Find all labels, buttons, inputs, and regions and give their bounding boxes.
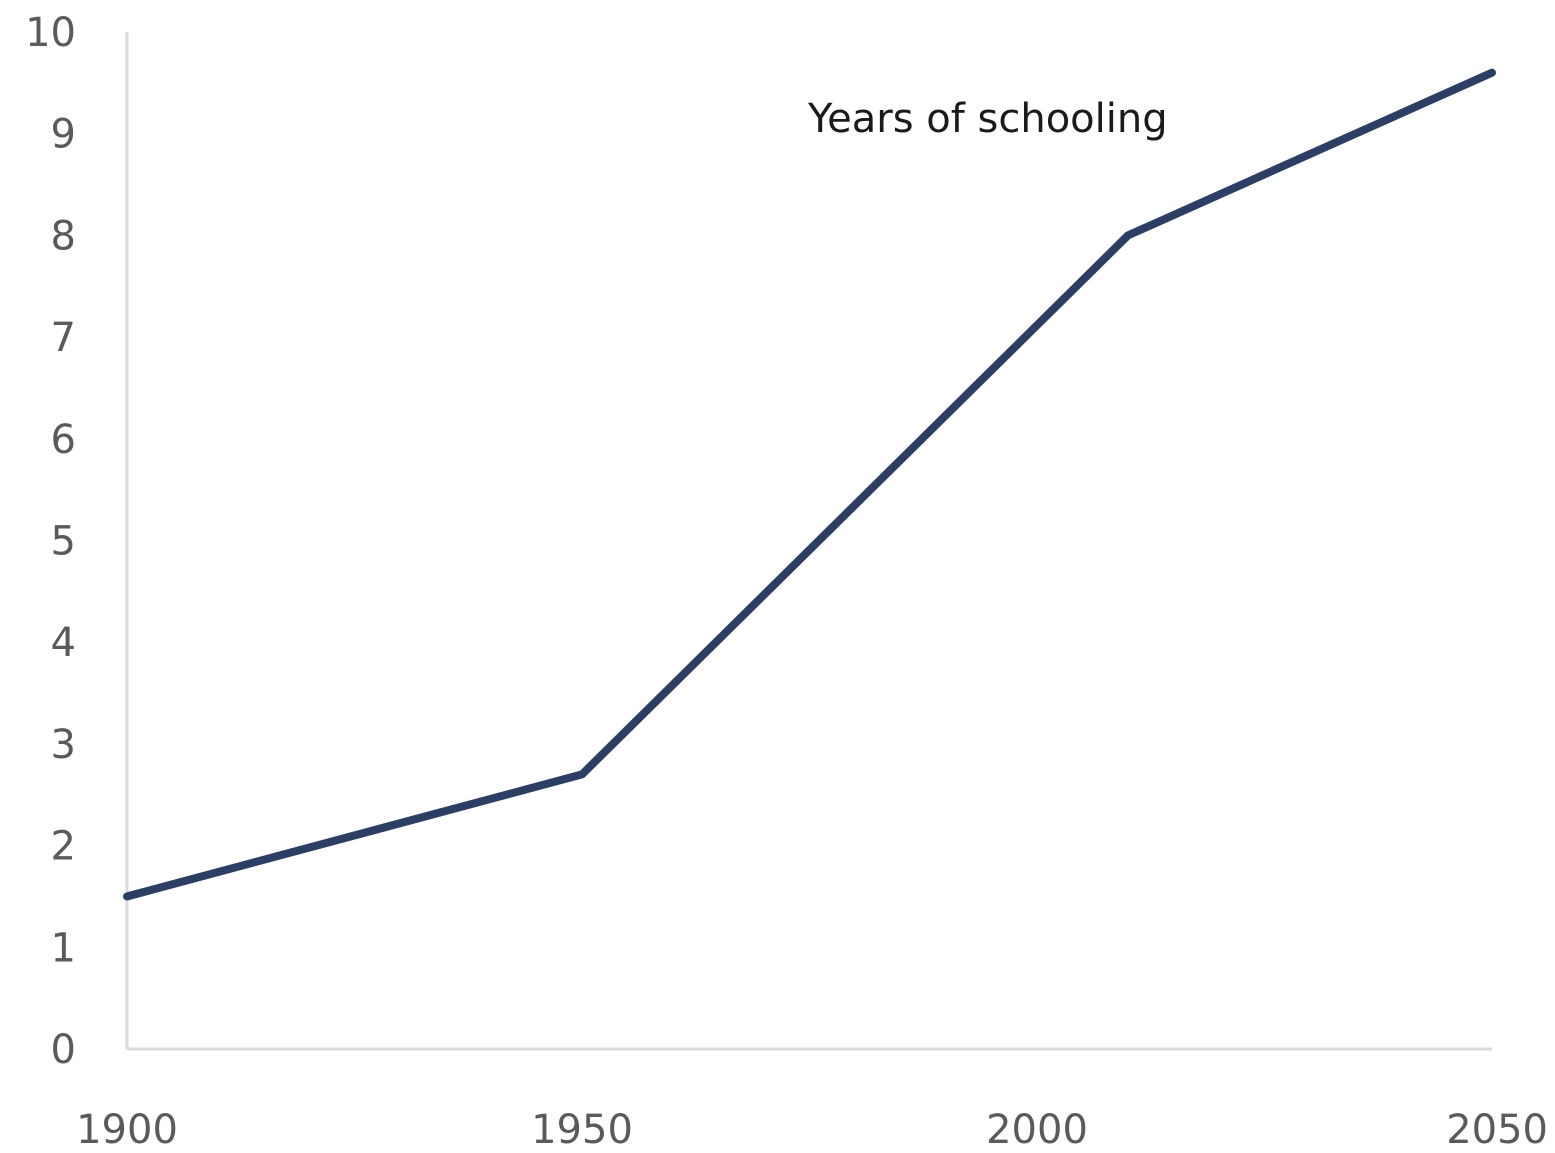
y-tick-label: 10	[25, 10, 76, 56]
series-group	[123, 68, 1496, 901]
series-line	[123, 68, 1496, 901]
x-tick-label: 1950	[531, 1107, 633, 1153]
y-tick-label: 8	[51, 213, 76, 259]
y-tick-label: 4	[51, 620, 76, 666]
x-tick-label: 2000	[986, 1107, 1088, 1153]
y-tick-label: 0	[51, 1027, 76, 1073]
y-tick-label: 1	[51, 925, 76, 971]
y-tick-labels: 0 1 2 3 4 5 6 7 8 9 10	[25, 10, 76, 1073]
chart-annotation: Years of schooling	[807, 96, 1168, 142]
y-tick-label: 9	[51, 112, 76, 158]
axes	[125, 32, 1492, 1051]
y-tick-label: 5	[51, 519, 76, 565]
x-tick-labels: 1900 1950 2000 2050	[76, 1107, 1548, 1153]
y-tick-label: 3	[51, 722, 76, 768]
y-tick-label: 6	[51, 417, 76, 463]
y-tick-label: 7	[51, 315, 76, 361]
x-tick-label: 2050	[1446, 1107, 1548, 1153]
x-tick-label: 1900	[76, 1107, 178, 1153]
y-tick-label: 2	[51, 824, 76, 870]
